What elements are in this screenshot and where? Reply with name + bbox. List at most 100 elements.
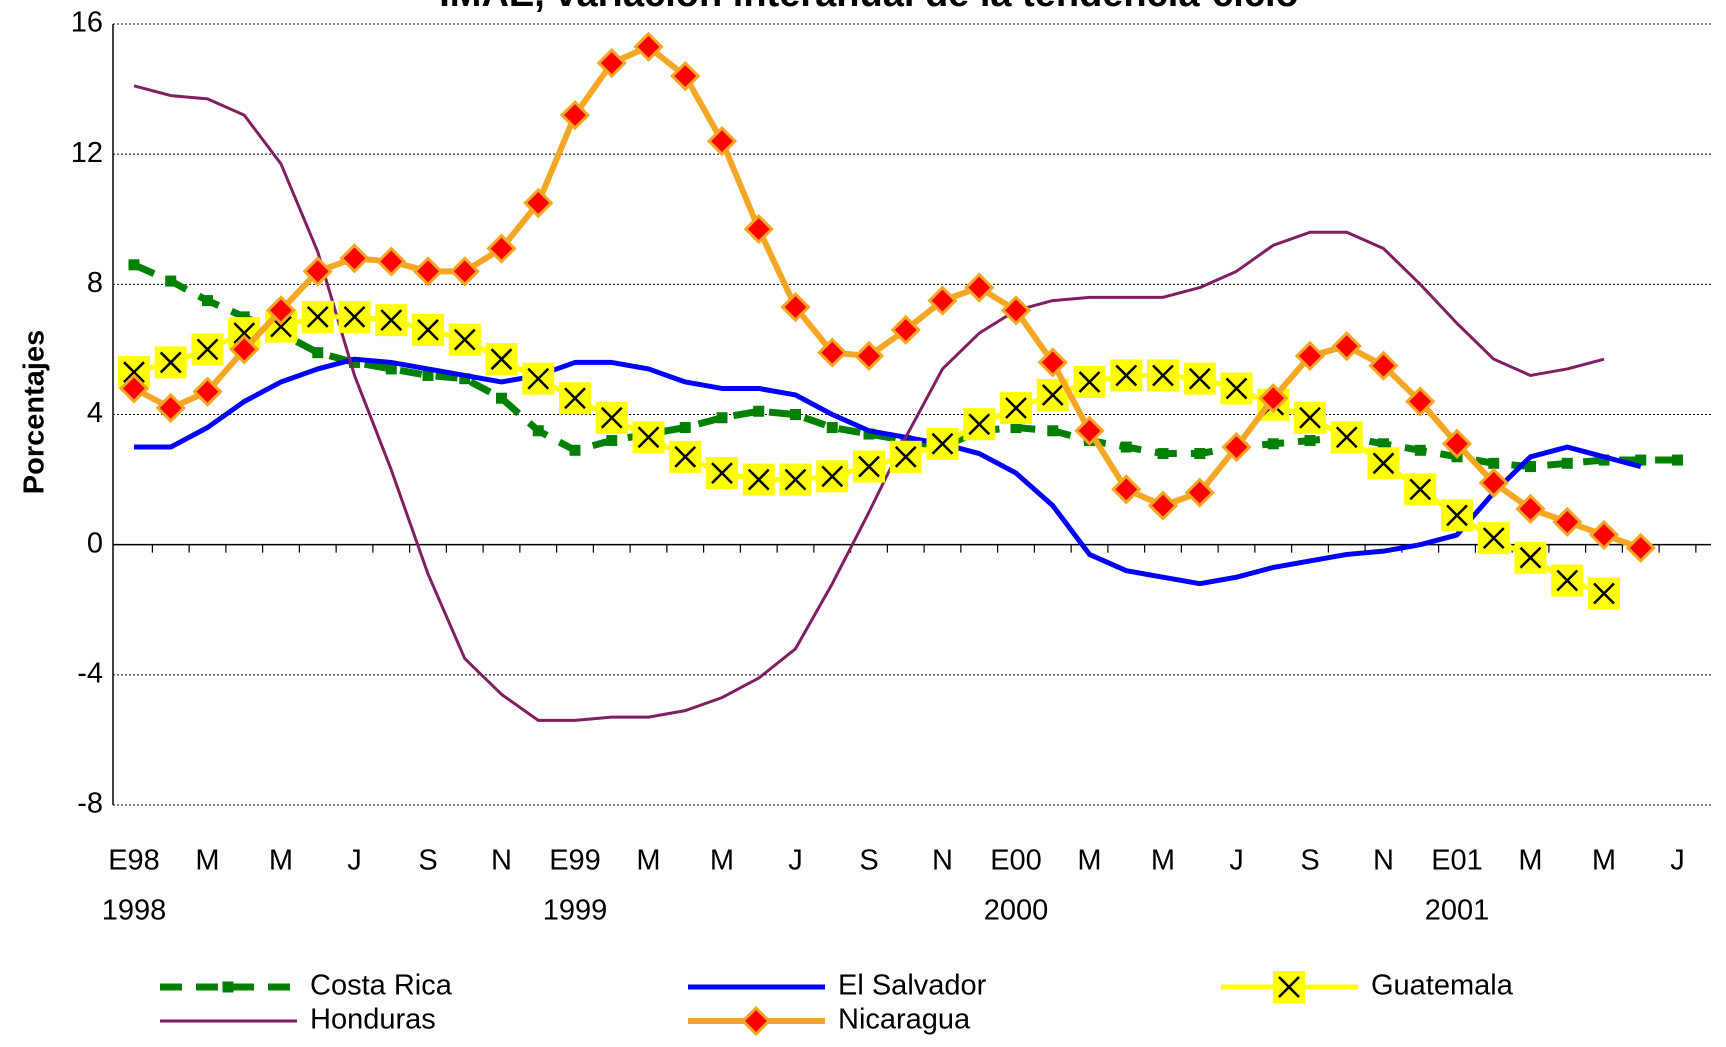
marker xyxy=(1514,541,1547,574)
marker xyxy=(412,256,444,287)
legend-label: El Salvador xyxy=(838,970,987,1002)
series-line xyxy=(134,356,1642,587)
marker xyxy=(1672,454,1683,466)
marker xyxy=(826,422,838,434)
marker xyxy=(790,409,801,420)
legend-item: Nicaragua xyxy=(688,1004,971,1037)
marker xyxy=(202,295,213,307)
marker-x xyxy=(637,426,660,449)
marker xyxy=(1000,391,1032,424)
marker-x xyxy=(380,309,403,332)
marker xyxy=(301,300,334,333)
marker xyxy=(191,333,224,366)
marker xyxy=(496,392,507,404)
marker xyxy=(706,457,738,490)
marker xyxy=(559,382,591,415)
x-tick-label: M xyxy=(269,845,293,877)
series xyxy=(118,31,1656,564)
marker-x xyxy=(711,462,733,484)
marker xyxy=(1294,401,1326,434)
marker-x xyxy=(159,351,182,374)
legend-marker-x xyxy=(1278,976,1300,998)
x-tick-label: E99 xyxy=(549,845,601,877)
marker xyxy=(1551,564,1584,597)
series xyxy=(118,300,1620,610)
marker-x xyxy=(1041,384,1064,406)
marker xyxy=(523,187,554,219)
y-tick-label: -8 xyxy=(77,788,103,820)
marker xyxy=(376,246,407,277)
marker xyxy=(1525,461,1536,473)
x-tick-label: E01 xyxy=(1431,845,1483,877)
x-tick-label: E98 xyxy=(108,845,160,877)
marker xyxy=(1037,347,1068,378)
marker xyxy=(349,356,360,368)
series xyxy=(133,84,1605,722)
legend-label: Costa Rica xyxy=(310,970,453,1002)
marker-x xyxy=(1078,371,1101,393)
marker xyxy=(889,440,922,473)
marker xyxy=(863,428,875,440)
marker-x xyxy=(894,445,917,468)
marker xyxy=(238,311,250,323)
marker xyxy=(1414,444,1426,456)
marker xyxy=(1000,295,1032,326)
marker xyxy=(890,314,921,346)
marker xyxy=(1010,422,1022,434)
legend-label: Guatemala xyxy=(1371,970,1514,1002)
marker xyxy=(449,256,480,287)
marker xyxy=(742,463,775,496)
marker-x xyxy=(196,338,219,361)
y-tick-label: -4 xyxy=(77,657,103,689)
marker-x xyxy=(1409,478,1432,501)
marker xyxy=(817,337,848,368)
marker xyxy=(670,60,701,92)
marker xyxy=(559,99,591,131)
marker xyxy=(1405,386,1436,417)
marker-x xyxy=(417,319,439,341)
marker xyxy=(1598,454,1610,466)
marker xyxy=(1478,467,1509,498)
x-tick-label: J xyxy=(788,845,803,877)
marker-x xyxy=(1299,406,1321,429)
marker xyxy=(927,285,958,316)
marker xyxy=(1073,365,1106,398)
marker-x xyxy=(343,305,366,328)
marker xyxy=(422,369,434,381)
marker xyxy=(632,421,665,454)
marker-x xyxy=(123,361,145,384)
marker-x xyxy=(453,328,476,351)
marker xyxy=(1304,435,1316,447)
marker xyxy=(1441,499,1473,532)
marker-x xyxy=(968,413,991,436)
marker xyxy=(1147,490,1179,521)
marker xyxy=(669,440,702,473)
marker xyxy=(1036,378,1069,411)
marker-x xyxy=(821,465,844,488)
marker xyxy=(118,373,150,404)
x-tick-label: M xyxy=(1592,845,1616,877)
marker xyxy=(522,362,555,395)
marker xyxy=(679,422,691,434)
legend-marker xyxy=(740,1005,772,1037)
marker xyxy=(779,463,812,496)
marker xyxy=(606,435,618,447)
marker xyxy=(339,243,370,274)
x-tick-label: J xyxy=(1670,845,1685,877)
x-tick-label: N xyxy=(491,845,512,877)
marker xyxy=(706,126,738,157)
marker xyxy=(375,304,408,337)
year-label: 2001 xyxy=(1425,895,1490,927)
marker xyxy=(412,313,444,346)
marker-x xyxy=(1519,546,1542,569)
year-label: 2000 xyxy=(984,895,1049,927)
marker-x xyxy=(1335,426,1358,449)
y-tick-label: 4 xyxy=(87,397,103,429)
marker xyxy=(853,340,885,372)
marker xyxy=(1111,474,1142,505)
marker xyxy=(1588,519,1620,551)
legend-item: El Salvador xyxy=(688,970,987,1002)
marker xyxy=(1515,493,1546,524)
marker xyxy=(780,291,811,323)
legend-label: Nicaragua xyxy=(838,1004,971,1036)
